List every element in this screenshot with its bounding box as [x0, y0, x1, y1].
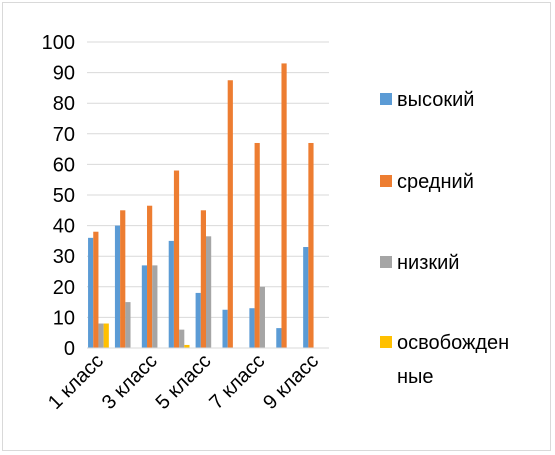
legend-label: высокий: [397, 89, 474, 111]
y-tick-label: 0: [64, 338, 75, 360]
bar-3-5: [206, 236, 212, 348]
x-tick-label: 9 класс: [259, 350, 323, 414]
y-axis-ticks: 0 10 20 30 40 50 60 70 80 90 100: [42, 32, 75, 360]
y-tick-label: 30: [53, 246, 75, 268]
bar-1-6: [222, 309, 228, 348]
bar-3-2: [125, 302, 131, 348]
bar-1-8: [276, 328, 282, 348]
legend-swatch: [380, 336, 392, 348]
bar-3-1: [98, 323, 104, 348]
chart-frame: [2, 2, 551, 451]
bar-1-2: [114, 225, 121, 348]
bar-2-8: [281, 63, 287, 349]
x-tick-label: 1 класс: [44, 350, 108, 414]
y-tick-label: 20: [53, 277, 75, 299]
y-tick-label: 10: [53, 307, 75, 329]
y-tick-label: 80: [53, 93, 75, 115]
bar-1-4: [168, 240, 174, 348]
bar-4-4: [184, 344, 190, 348]
bar-1-9: [303, 247, 309, 348]
bar-1-1: [88, 237, 94, 348]
x-tick-label: 5 класс: [152, 350, 216, 414]
legend-swatch: [380, 93, 392, 105]
bar-3-3: [152, 265, 158, 348]
legend-swatch: [380, 256, 392, 268]
bar-1-7: [249, 308, 255, 348]
legend-label: ные: [397, 366, 434, 388]
bar-1-3: [141, 265, 148, 348]
legend-label: освобожден: [397, 332, 509, 354]
bars: [88, 63, 314, 349]
bar-2-5: [200, 210, 206, 348]
bar-2-4: [173, 170, 180, 348]
legend: высокий средний низкий освобожден ные: [380, 89, 509, 388]
bar-3-7: [259, 286, 265, 348]
y-tick-label: 100: [42, 32, 75, 54]
y-tick-label: 90: [53, 63, 75, 85]
bar-1-5: [195, 292, 201, 348]
legend-label: низкий: [397, 252, 459, 274]
bar-2-1: [93, 231, 99, 348]
bar-2-3: [147, 205, 153, 348]
y-tick-label: 50: [53, 185, 75, 207]
legend-swatch: [380, 175, 392, 187]
bar-2-7: [254, 142, 260, 348]
bar-2-6: [227, 80, 233, 348]
y-tick-label: 40: [53, 216, 75, 238]
x-tick-label: 7 класс: [205, 350, 269, 414]
bar-2-9: [308, 142, 314, 348]
legend-label: средний: [397, 171, 474, 193]
bar-3-4: [179, 329, 185, 348]
y-tick-label: 60: [53, 154, 75, 176]
bar-4-1: [103, 323, 109, 348]
bar-2-2: [120, 210, 126, 348]
y-tick-label: 70: [53, 124, 75, 146]
x-tick-label: 3 класс: [98, 350, 162, 414]
